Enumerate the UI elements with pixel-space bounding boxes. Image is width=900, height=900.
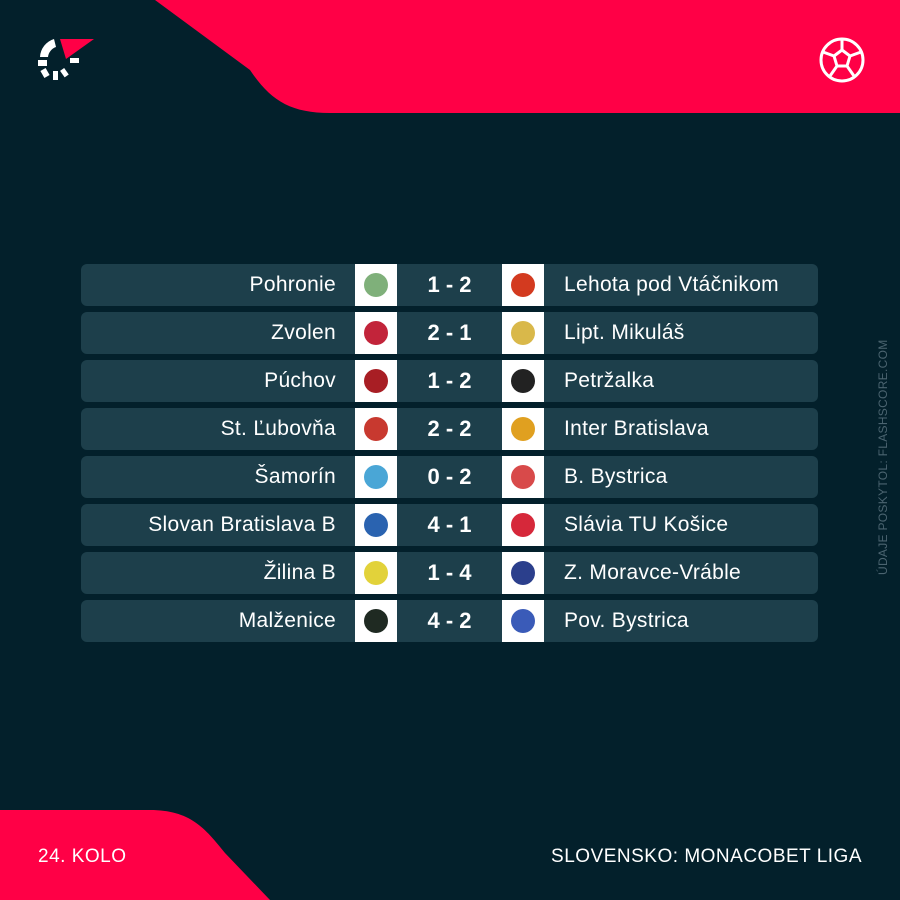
match-row[interactable]: Šamorín 0 - 2 B. Bystrica	[81, 456, 818, 498]
data-credit: ÚDAJE POSKYTOL: FLASHSCORE.COM	[876, 339, 890, 576]
match-row[interactable]: Slovan Bratislava B 4 - 1 Slávia TU Koši…	[81, 504, 818, 546]
match-row[interactable]: Pohronie 1 - 2 Lehota pod Vtáčnikom	[81, 264, 818, 306]
away-crest-icon	[511, 513, 535, 537]
away-team-logo	[502, 456, 544, 498]
away-team-logo	[502, 408, 544, 450]
away-team-logo	[502, 264, 544, 306]
home-crest-icon	[364, 513, 388, 537]
away-team: Slávia TU Košice	[564, 513, 729, 536]
home-team: Pohronie	[249, 273, 336, 296]
home-crest-icon	[364, 465, 388, 489]
away-crest-icon	[511, 609, 535, 633]
home-team: Púchov	[264, 369, 336, 392]
home-crest-icon	[364, 369, 388, 393]
round-label: 24. KOLO	[38, 846, 127, 867]
flashscore-logo-icon	[38, 39, 94, 80]
home-team: St. Ľubovňa	[220, 417, 336, 440]
away-team: Pov. Bystrica	[564, 609, 689, 632]
league-label: SLOVENSKO: MONACOBET LIGA	[551, 846, 862, 867]
away-crest-icon	[511, 561, 535, 585]
home-team-logo	[355, 504, 397, 546]
away-team-logo	[502, 312, 544, 354]
home-team: Zvolen	[271, 321, 336, 344]
match-row[interactable]: St. Ľubovňa 2 - 2 Inter Bratislava	[81, 408, 818, 450]
match-score: 2 - 2	[427, 416, 472, 441]
match-row[interactable]: Zvolen 2 - 1 Lipt. Mikuláš	[81, 312, 818, 354]
away-crest-icon	[511, 417, 535, 441]
home-crest-icon	[364, 321, 388, 345]
home-team-logo	[355, 312, 397, 354]
match-score: 2 - 1	[427, 320, 472, 345]
football-icon	[819, 37, 865, 83]
away-team-logo	[502, 360, 544, 402]
home-crest-icon	[364, 609, 388, 633]
away-crest-icon	[511, 465, 535, 489]
home-team: Šamorín	[254, 465, 336, 488]
away-team: Inter Bratislava	[564, 417, 709, 440]
home-team-logo	[355, 600, 397, 642]
match-score: 4 - 1	[427, 512, 472, 537]
away-crest-icon	[511, 273, 535, 297]
away-crest-icon	[511, 369, 535, 393]
match-score: 1 - 2	[427, 368, 472, 393]
away-team: Lehota pod Vtáčnikom	[564, 273, 779, 296]
home-team-logo	[355, 360, 397, 402]
match-row[interactable]: Žilina B 1 - 4 Z. Moravce-Vráble	[81, 552, 818, 594]
away-team: B. Bystrica	[564, 465, 668, 488]
match-score: 4 - 2	[427, 608, 472, 633]
home-team: Žilina B	[263, 561, 336, 584]
home-team: Slovan Bratislava B	[148, 513, 336, 536]
away-team: Lipt. Mikuláš	[564, 321, 685, 344]
home-team-logo	[355, 456, 397, 498]
home-team-logo	[355, 552, 397, 594]
away-team-logo	[502, 504, 544, 546]
match-score: 1 - 4	[427, 560, 472, 585]
match-score: 1 - 2	[427, 272, 472, 297]
home-team-logo	[355, 264, 397, 306]
away-team: Z. Moravce-Vráble	[564, 561, 742, 584]
home-team: Malženice	[238, 609, 336, 632]
footer-red-shape	[0, 810, 270, 900]
match-row[interactable]: Púchov 1 - 2 Petržalka	[81, 360, 818, 402]
home-crest-icon	[364, 561, 388, 585]
home-crest-icon	[364, 417, 388, 441]
away-team-logo	[502, 552, 544, 594]
match-row[interactable]: Malženice 4 - 2 Pov. Bystrica	[81, 600, 818, 642]
match-score: 0 - 2	[427, 464, 472, 489]
away-team: Petržalka	[564, 369, 655, 392]
away-crest-icon	[511, 321, 535, 345]
header-red-shape	[155, 0, 900, 113]
home-team-logo	[355, 408, 397, 450]
away-team-logo	[502, 600, 544, 642]
home-crest-icon	[364, 273, 388, 297]
